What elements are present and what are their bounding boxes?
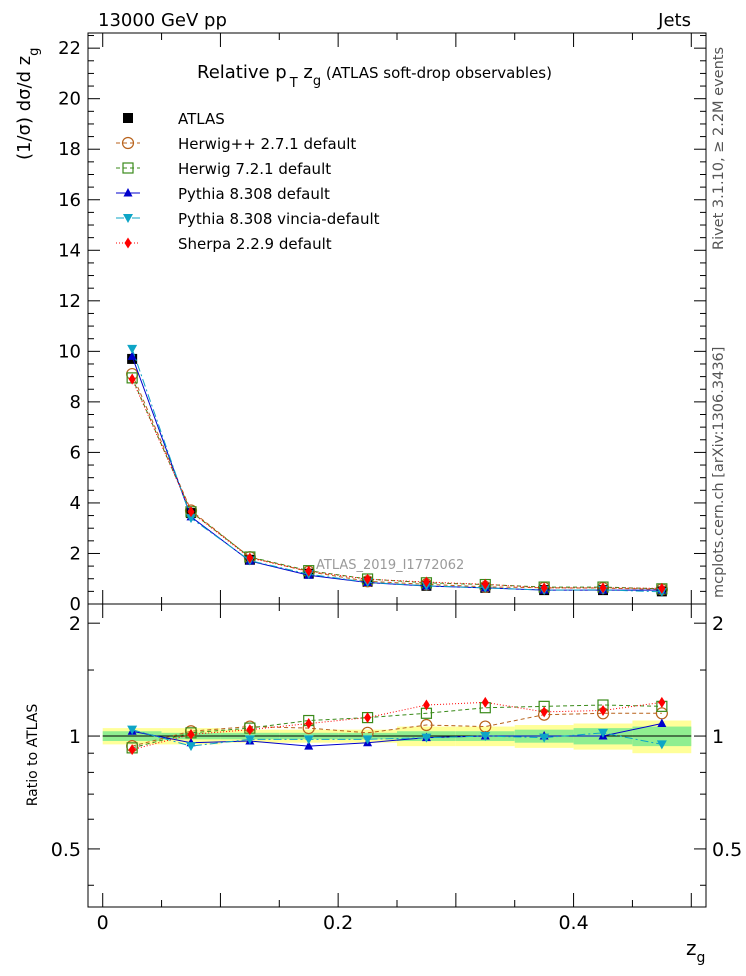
legend-marker-herwig-7-2-1-default <box>122 162 134 174</box>
header-right: Jets <box>657 10 691 31</box>
ratio-ytick-label: 0.5 <box>51 839 81 861</box>
xtick-label: 0.2 <box>323 912 353 934</box>
legend-label-herwig-7-2-1-default: Herwig 7.2.1 default <box>178 160 331 178</box>
main-point-sherpa-2-2-9-default <box>422 576 430 588</box>
ratio-point-pythia-8-308-vincia-default <box>186 742 196 752</box>
main-ytick-label: 12 <box>58 291 81 312</box>
ratio-ytick-label-right: 0.5 <box>712 839 742 861</box>
ratio-point-sherpa-2-2-9-default <box>128 744 136 756</box>
main-ytick-label: 16 <box>58 190 81 211</box>
header-left: 13000 GeV pp <box>98 10 227 31</box>
ratio-line-herwig-7-2-1-default <box>132 704 662 749</box>
main-ytick-label: 0 <box>70 594 81 615</box>
ratio-point-pythia-8-308-vincia-default <box>598 728 608 738</box>
ratio-point-pythia-8-308-vincia-default <box>480 732 491 742</box>
legend-label-pythia-8-308-vincia-default: Pythia 8.308 vincia-default <box>178 210 380 228</box>
xtick-label: 0 <box>97 912 109 934</box>
main-point-sherpa-2-2-9-default <box>128 373 136 385</box>
ratio-line-pythia-8-308-default <box>132 723 662 747</box>
main-point-sherpa-2-2-9-default <box>481 578 489 590</box>
main-ylabel: (1/σ) dσ/d zg <box>14 48 42 160</box>
ratio-point-pythia-8-308-default <box>304 741 314 750</box>
main-line-pythia-8-308-vincia-default <box>131 348 662 593</box>
ratio-ytick-label-right: 1 <box>712 726 724 748</box>
legend-label-pythia-8-308-default: Pythia 8.308 default <box>178 185 330 203</box>
main-point-sherpa-2-2-9-default <box>658 582 666 594</box>
ratio-series-pythia-8-308-vincia-default <box>127 725 667 752</box>
main-point-sherpa-2-2-9-default <box>305 565 313 577</box>
legend: ATLAS Herwig++ 2.7.1 default Herwig 7.2.1 … <box>116 110 380 253</box>
ratio-point-sherpa-2-2-9-default <box>540 706 548 718</box>
ratio-point-pythia-8-308-vincia-default <box>539 733 550 743</box>
ratio-point-sherpa-2-2-9-default <box>364 712 372 724</box>
ratio-point-sherpa-2-2-9-default <box>481 696 489 708</box>
mcplots-side-text: mcplots.cern.ch [arXiv:1306.3436] <box>711 347 727 598</box>
main-ytick-label: 20 <box>58 89 81 110</box>
ratio-frame <box>87 603 707 908</box>
ratio-point-sherpa-2-2-9-default <box>187 728 195 740</box>
main-ytick-label: 18 <box>58 139 81 160</box>
main-point-pythia-8-308-default <box>127 351 137 360</box>
ratio-point-sherpa-2-2-9-default <box>599 704 607 716</box>
ratio-point-pythia-8-308-vincia-default <box>303 735 314 745</box>
main-point-sherpa-2-2-9-default <box>187 506 195 518</box>
main-line-sherpa-2-2-9-default <box>131 378 662 589</box>
ratio-line-herwig-2-7-1-default <box>132 712 662 747</box>
main-series-group <box>126 344 668 597</box>
legend-marker-atlas <box>123 113 133 123</box>
legend-marker-pythia-8-308-default <box>123 188 133 197</box>
ratio-point-sherpa-2-2-9-default <box>305 718 313 730</box>
ratio-series-sherpa-2-2-9-default <box>128 696 666 756</box>
main-line-herwig-7-2-1-default <box>131 377 662 590</box>
ratio-point-sherpa-2-2-9-default <box>246 724 254 736</box>
main-ytick-label: 8 <box>70 392 81 413</box>
main-ytick-label: 4 <box>70 493 81 514</box>
ratio-line-sherpa-2-2-9-default <box>132 701 662 751</box>
legend-marker-herwig-2-7-1-default <box>121 136 135 150</box>
main-point-sherpa-2-2-9-default <box>599 582 607 594</box>
legend-marker-sherpa-2-2-9-default <box>124 237 132 249</box>
x-axis-label: zg <box>686 936 705 966</box>
main-point-pythia-8-308-vincia-default <box>127 344 138 354</box>
ratio-point-herwig-2-7-1-default <box>420 718 433 732</box>
main-line-pythia-8-308-default <box>131 356 662 591</box>
main-point-sherpa-2-2-9-default <box>246 552 254 564</box>
ratio-point-pythia-8-308-vincia-default <box>362 735 373 745</box>
legend-label-atlas: ATLAS <box>178 110 225 128</box>
legend-label-herwig-2-7-1-default: Herwig++ 2.7.1 default <box>178 135 356 153</box>
rivet-side-text: Rivet 3.1.10, ≥ 2.2M events <box>711 47 727 250</box>
main-point-sherpa-2-2-9-default <box>364 573 372 585</box>
ratio-ytick-label: 1 <box>69 726 81 748</box>
main-point-sherpa-2-2-9-default <box>540 582 548 594</box>
main-point-pythia-8-308-vincia-default <box>186 514 196 524</box>
ratio-ylabel: Ratio to ATLAS <box>25 704 41 807</box>
ratio-point-sherpa-2-2-9-default <box>658 696 666 708</box>
ratio-point-pythia-8-308-default <box>657 718 667 728</box>
ratio-line-pythia-8-308-vincia-default <box>132 729 662 747</box>
main-ytick-label: 22 <box>58 38 81 59</box>
ratio-point-sherpa-2-2-9-default <box>422 699 430 711</box>
main-ytick-label: 14 <box>58 240 81 261</box>
main-line-herwig-2-7-1-default <box>131 373 662 590</box>
ratio-point-pythia-8-308-vincia-default <box>421 733 432 743</box>
ratio-point-pythia-8-308-vincia-default <box>244 735 255 745</box>
main-ytick-label: 6 <box>70 442 81 463</box>
main-series-sherpa-2-2-9-default <box>128 373 666 594</box>
ratio-ytick-label-right: 2 <box>712 613 724 635</box>
ratio-point-pythia-8-308-vincia-default <box>656 740 667 750</box>
ratio-series-group <box>126 696 668 756</box>
xtick-label: 0.4 <box>558 912 588 934</box>
ratio-ytick-label: 2 <box>69 613 81 635</box>
main-title: Relative pT zg (ATLAS soft-drop observab… <box>197 62 552 91</box>
legend-marker-pythia-8-308-vincia-default <box>123 214 133 223</box>
legend-label-sherpa-2-2-9-default: Sherpa 2.2.9 default <box>178 235 332 253</box>
analysis-watermark: ATLAS_2019_I1772062 <box>316 558 464 573</box>
main-ytick-label: 10 <box>58 341 81 362</box>
main-ytick-label: 2 <box>70 543 81 564</box>
ratio-point-pythia-8-308-vincia-default <box>127 725 138 735</box>
